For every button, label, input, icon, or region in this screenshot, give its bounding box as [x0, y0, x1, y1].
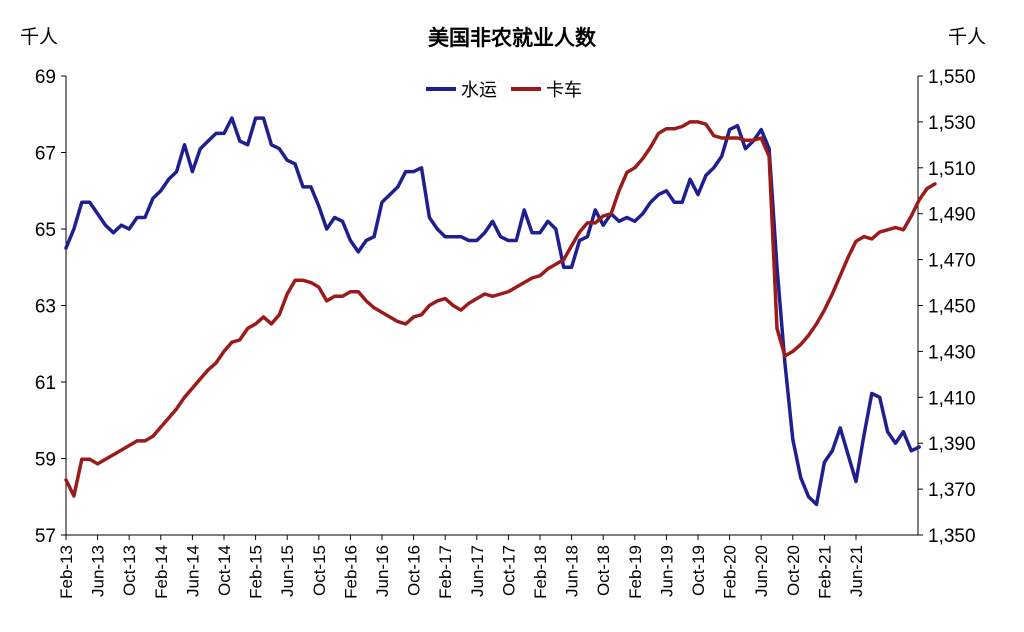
legend-item-truck: 卡车 [511, 76, 582, 102]
x-tick-label: Oct-16 [405, 545, 424, 596]
series-line-truck [64, 120, 937, 498]
right-tick-label: 1,450 [928, 297, 976, 318]
x-tick-label: Jun-13 [89, 545, 108, 597]
x-tick-label: Feb-19 [626, 545, 645, 599]
right-tick-label: 1,470 [928, 251, 976, 272]
legend-label-truck: 卡车 [546, 80, 582, 101]
left-tick-label: 63 [35, 297, 56, 318]
x-tick-label: Jun-15 [278, 545, 297, 597]
x-tick-label: Feb-13 [57, 545, 76, 599]
x-tick-label: Oct-19 [689, 545, 708, 596]
right-tick-label: 1,370 [928, 480, 976, 501]
x-tick-label: Oct-15 [310, 545, 329, 596]
x-tick-label: Feb-20 [721, 545, 740, 599]
x-tick-label: Jun-16 [373, 545, 392, 597]
right-tick-label: 1,510 [928, 159, 976, 180]
legend: 水运 卡车 [426, 76, 596, 102]
x-tick-label: Oct-20 [784, 545, 803, 596]
left-axis-unit: 千人 [20, 26, 59, 48]
right-tick-label: 1,390 [928, 434, 976, 455]
left-tick-label: 57 [35, 526, 56, 547]
left-tick-label: 65 [35, 220, 56, 241]
left-tick-label: 59 [35, 450, 56, 471]
right-tick-label: 1,350 [928, 526, 976, 547]
x-tick-label: Feb-16 [341, 545, 360, 599]
right-tick-label: 1,490 [928, 205, 976, 226]
left-tick-label: 61 [35, 373, 56, 394]
right-tick-label: 1,530 [928, 113, 976, 134]
x-tick-label: Jun-21 [847, 545, 866, 597]
legend-swatch-water [426, 87, 456, 91]
right-axis-unit: 千人 [948, 26, 987, 48]
x-tick-label: Jun-17 [468, 545, 487, 597]
series-line-water [64, 116, 921, 507]
x-tick-label: Feb-21 [815, 545, 834, 599]
left-tick-label: 67 [35, 144, 56, 165]
x-tick-label: Feb-14 [152, 545, 171, 599]
x-tick-label: Jun-14 [183, 545, 202, 597]
x-tick-label: Feb-15 [247, 545, 266, 599]
legend-swatch-truck [511, 87, 541, 91]
x-tick-label: Jun-20 [752, 545, 771, 597]
left-tick-label: 69 [35, 67, 56, 88]
legend-item-water: 水运 [426, 76, 497, 102]
x-tick-label: Oct-18 [594, 545, 613, 596]
right-tick-label: 1,550 [928, 67, 976, 88]
x-tick-label: Oct-13 [120, 545, 139, 596]
x-tick-label: Feb-17 [436, 545, 455, 599]
x-tick-label: Feb-18 [531, 545, 550, 599]
legend-label-water: 水运 [461, 80, 497, 101]
chart-title: 美国非农就业人数 [428, 26, 596, 50]
x-tick-label: Oct-14 [215, 545, 234, 596]
right-tick-label: 1,410 [928, 388, 976, 409]
x-tick-label: Jun-18 [563, 545, 582, 597]
x-tick-label: Jun-19 [657, 545, 676, 597]
right-tick-label: 1,430 [928, 342, 976, 363]
x-tick-label: Oct-17 [499, 545, 518, 596]
